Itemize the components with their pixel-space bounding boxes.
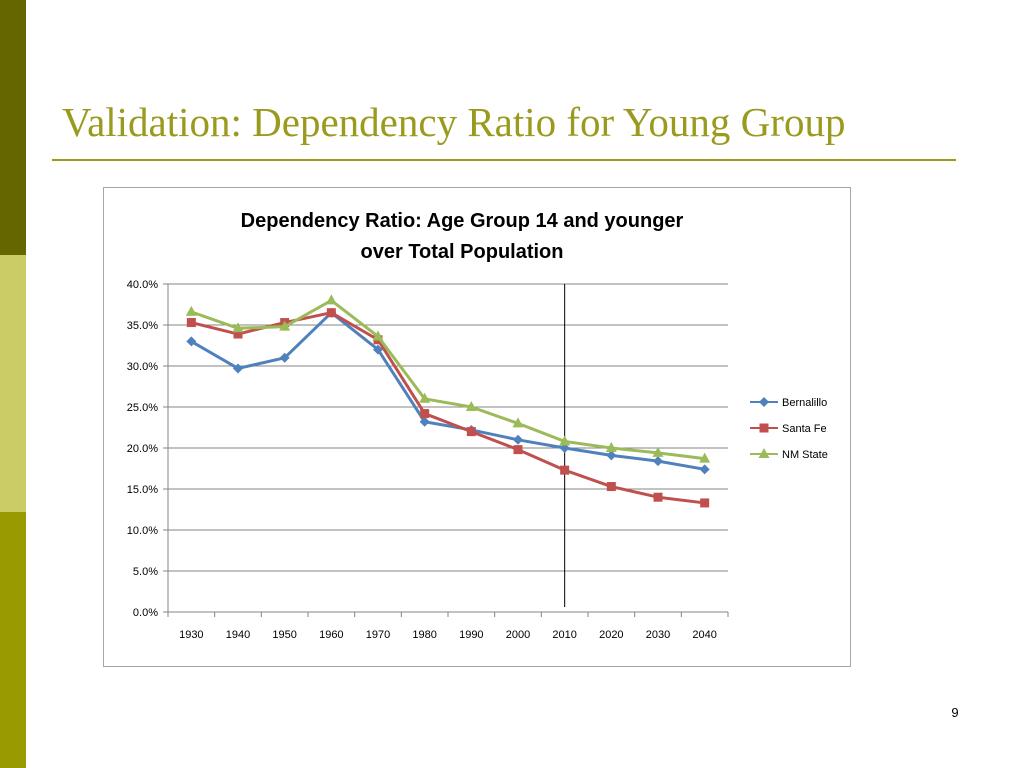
chart-title-line-1: Dependency Ratio: Age Group 14 and young…	[240, 210, 684, 232]
side-accent-bottom	[0, 512, 26, 768]
series-line-santa-fe	[190, 311, 705, 505]
legend-label-santa-fe: Santa Fe	[782, 423, 827, 435]
x-tick-label: 1940	[226, 629, 250, 641]
data-point-bernalillo	[513, 434, 523, 445]
side-accent-top	[0, 0, 26, 255]
legend-marker-santa-fe	[759, 423, 769, 433]
y-tick-label: 30.0%	[127, 361, 158, 373]
data-point-bernalillo	[373, 344, 383, 355]
data-point-nm-state	[279, 320, 291, 331]
legend-marker-nm-state	[758, 448, 770, 458]
data-point-santa-fe	[513, 445, 523, 455]
y-tick-label: 10.0%	[127, 525, 158, 537]
y-tick-label: 40.0%	[127, 279, 158, 291]
data-point-nm-state	[325, 294, 337, 305]
data-point-nm-state	[185, 305, 197, 316]
data-point-nm-state	[372, 330, 384, 341]
data-point-nm-state	[559, 435, 571, 446]
x-tick-label: 1980	[412, 629, 436, 641]
data-point-bernalillo	[233, 363, 243, 374]
x-tick-label: 1970	[366, 629, 390, 641]
data-point-nm-state	[419, 392, 431, 403]
x-tick-label: 1950	[272, 629, 296, 641]
series-line-nm-state	[190, 298, 705, 461]
slide-title: Validation: Dependency Ratio for Young G…	[62, 99, 846, 145]
x-tick-label: 2030	[646, 629, 670, 641]
x-tick-label: 1960	[319, 629, 343, 641]
legend-label-nm-state: NM State	[782, 449, 828, 461]
y-tick-label: 35.0%	[127, 320, 158, 332]
data-point-nm-state	[605, 442, 617, 452]
y-tick-label: 0.0%	[133, 607, 158, 619]
data-point-bernalillo	[419, 416, 430, 427]
title-underline	[52, 159, 956, 161]
data-point-santa-fe	[186, 318, 196, 328]
data-point-santa-fe	[700, 498, 710, 508]
data-point-santa-fe	[233, 329, 243, 339]
legend-marker-bernalillo	[759, 397, 769, 407]
data-point-santa-fe	[466, 427, 476, 437]
data-point-nm-state	[232, 322, 244, 333]
data-point-santa-fe	[326, 308, 336, 318]
x-tick-label: 2020	[599, 629, 623, 641]
y-tick-label: 25.0%	[127, 402, 158, 414]
line-chart: 0.0% 5.0% 10.0% 15.0% 20.0% 25.0% 30.0% 35.0% 40…	[127, 279, 828, 641]
x-tick-label: 1990	[459, 629, 483, 641]
data-point-santa-fe	[653, 492, 663, 502]
data-point-santa-fe	[560, 465, 570, 475]
x-tick-label: 1930	[179, 629, 203, 641]
y-tick-label: 5.0%	[133, 566, 158, 578]
data-point-nm-state	[652, 446, 664, 457]
legend-label-bernalillo: Bernalillo	[782, 397, 827, 409]
data-point-nm-state	[512, 417, 524, 428]
data-point-bernalillo	[279, 352, 290, 363]
data-point-nm-state	[465, 401, 477, 411]
x-tick-label: 2000	[506, 629, 530, 641]
data-point-nm-state	[699, 452, 711, 463]
y-tick-label: 20.0%	[127, 443, 158, 455]
x-tick-label: 2040	[692, 629, 716, 641]
chart-title-line-2: over Total Population	[360, 241, 564, 263]
page-number: 9	[951, 705, 959, 720]
data-point-bernalillo	[186, 336, 197, 347]
data-point-santa-fe	[606, 482, 616, 492]
data-point-bernalillo	[606, 450, 617, 461]
y-tick-label: 15.0%	[127, 484, 158, 496]
x-tick-label: 2010	[552, 629, 576, 641]
side-accent-bar	[0, 0, 26, 768]
data-point-bernalillo	[699, 464, 710, 475]
data-point-bernalillo	[559, 443, 570, 453]
data-point-santa-fe	[420, 409, 430, 419]
series-line-bernalillo	[190, 311, 705, 471]
data-point-bernalillo	[653, 456, 663, 467]
chart-container: Dependency Ratio: Age Group 14 and young…	[103, 187, 851, 667]
side-accent-middle	[0, 255, 26, 512]
